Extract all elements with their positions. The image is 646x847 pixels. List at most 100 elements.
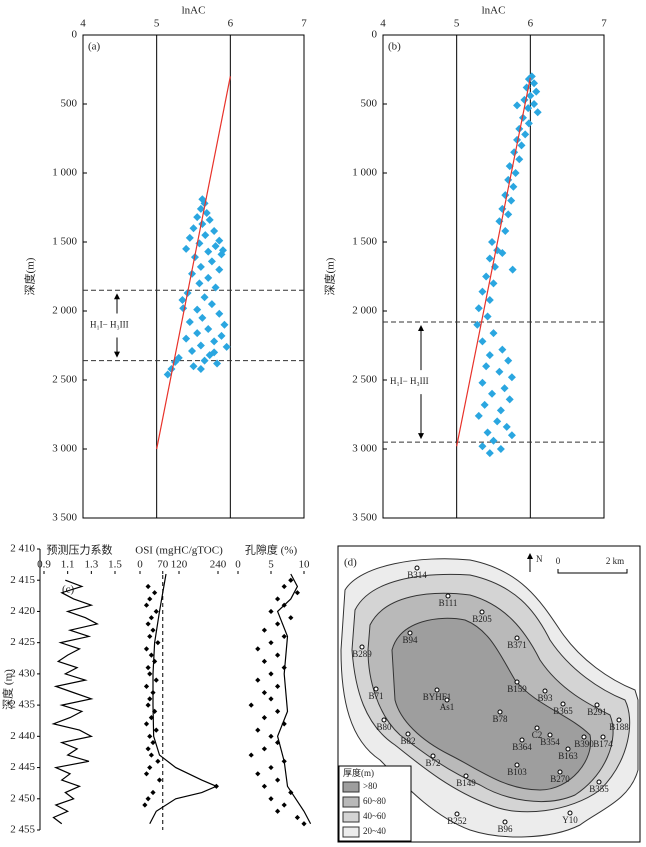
well-marker [373, 686, 379, 692]
scale-bar [557, 569, 628, 574]
data-point [210, 226, 219, 235]
data-point [504, 356, 513, 365]
data-point [153, 677, 159, 683]
well-marker [565, 746, 571, 752]
chart-title: 预测压力系数 [47, 544, 113, 557]
data-point [515, 155, 524, 164]
data-point [275, 808, 281, 814]
data-point [204, 324, 213, 333]
data-point [185, 233, 194, 242]
data-point [288, 577, 294, 583]
well-marker [547, 732, 553, 738]
x-tick-label: 0 [137, 559, 143, 571]
data-point [524, 75, 533, 84]
data-point [211, 242, 220, 251]
data-point [156, 777, 163, 783]
well-marker [479, 609, 485, 615]
data-point [213, 359, 222, 368]
well-label: B159 [507, 684, 527, 694]
data-point [148, 615, 154, 621]
well-marker [600, 734, 606, 740]
data-point [483, 312, 492, 321]
y-tick-label: 3 000 [52, 443, 77, 455]
y-tick-label: 2 000 [52, 305, 77, 317]
data-point [498, 345, 507, 354]
data-point [217, 331, 226, 340]
x-tick-label: 0.9 [37, 559, 51, 571]
data-point [210, 337, 219, 346]
data-point [507, 196, 516, 205]
data-point [495, 367, 504, 376]
data-point [501, 191, 510, 200]
data-point [480, 400, 489, 409]
well-label: C2 [532, 730, 543, 740]
data-point [488, 238, 497, 246]
well-label: B96 [497, 824, 513, 834]
data-point [178, 295, 187, 304]
data-point [294, 814, 300, 821]
data-point [281, 721, 287, 727]
data-point [261, 783, 267, 789]
x-tick-label: 7 [301, 18, 307, 30]
data-point [502, 422, 511, 431]
data-point [200, 356, 209, 365]
data-point [152, 590, 158, 596]
x-axis-label: lnAC [482, 5, 506, 17]
data-point [294, 590, 300, 596]
x-tick-label: 1.1 [61, 559, 75, 571]
data-point [179, 304, 188, 313]
data-point [261, 746, 267, 752]
well-marker [514, 679, 520, 685]
panel-label: (a) [88, 41, 101, 53]
well-label: B149 [456, 778, 476, 788]
data-point [255, 677, 261, 683]
well-marker [444, 697, 450, 703]
well-label: B371 [507, 640, 527, 650]
data-point [268, 608, 274, 615]
y-tick-label: 0 [372, 29, 378, 41]
data-point [275, 652, 281, 658]
y-tick-label: 2 410 [10, 543, 35, 555]
data-point [205, 215, 214, 224]
data-point [148, 752, 154, 758]
chart-title: OSI (mgHC/gTOC) [135, 545, 223, 557]
data-point [485, 295, 494, 304]
data-point [261, 715, 267, 721]
data-point [517, 141, 526, 150]
data-point [196, 204, 205, 213]
data-point [488, 389, 497, 398]
well-label: B93 [537, 693, 553, 703]
data-point [145, 583, 151, 590]
y-tick-label: 1 500 [352, 236, 377, 248]
scale-label: 2 km [606, 556, 624, 566]
data-point [145, 746, 151, 752]
data-point [143, 602, 150, 608]
plot-frame [82, 34, 305, 519]
data-point [496, 406, 505, 415]
data-point [193, 305, 202, 314]
data-point [268, 696, 274, 702]
data-point [198, 220, 207, 229]
data-point [478, 378, 487, 387]
x-tick-label: 120 [171, 559, 188, 571]
data-point [215, 236, 224, 245]
well-label: B314 [407, 570, 427, 580]
well-marker [434, 687, 440, 693]
data-point [268, 671, 274, 677]
well-marker [567, 810, 573, 816]
well-marker [560, 701, 566, 707]
well-label: B72 [425, 758, 440, 768]
well-marker [381, 717, 387, 723]
data-point [513, 101, 522, 110]
data-point [189, 362, 198, 371]
well-label: B270 [550, 774, 570, 784]
well-marker [596, 779, 602, 785]
legend-title: 厚度(m) [343, 767, 374, 778]
y-axis-label: 深度(m) [323, 257, 337, 295]
data-point [518, 113, 527, 122]
well-marker [519, 737, 525, 743]
well-label: B291 [587, 707, 607, 717]
panel-label: (d) [344, 557, 357, 569]
y-tick-label: 2 000 [352, 305, 377, 317]
data-point [182, 244, 191, 253]
